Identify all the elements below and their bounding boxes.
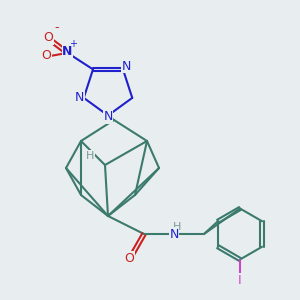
Text: H: H	[173, 221, 181, 232]
Text: -: -	[55, 22, 59, 34]
Text: N: N	[75, 92, 84, 104]
Text: N: N	[103, 110, 113, 124]
Text: N: N	[122, 60, 131, 73]
Text: N: N	[169, 227, 179, 241]
Text: O: O	[42, 50, 51, 62]
Text: +: +	[69, 40, 77, 50]
Text: I: I	[238, 274, 242, 287]
Text: O: O	[124, 251, 134, 265]
Text: H: H	[86, 151, 94, 161]
Text: N: N	[62, 45, 73, 58]
Text: O: O	[43, 32, 53, 44]
